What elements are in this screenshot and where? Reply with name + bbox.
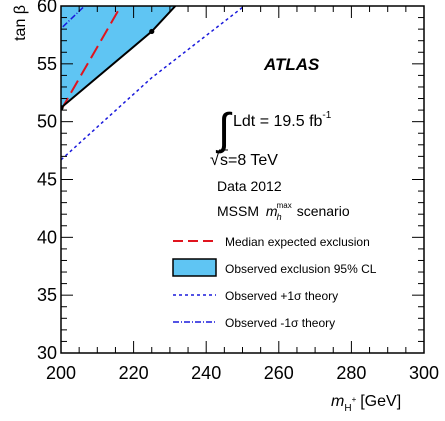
x-axis-label-main: m [331, 393, 344, 410]
series-line-dashed [61, 6, 122, 111]
x-axis-label-sup: + [352, 395, 357, 404]
scenario-sub: h [277, 212, 282, 222]
x-axis-label: mH+ [GeV] [331, 393, 401, 414]
y-tick-label: 30 [37, 343, 57, 363]
x-tick-label: 260 [264, 363, 294, 383]
scenario-sup: max [277, 201, 292, 210]
observed-marker [149, 28, 155, 35]
sqrt-s-text: s=8 TeV [220, 152, 278, 169]
y-tick-label: 50 [37, 112, 57, 132]
y-tick-label: 35 [37, 285, 57, 305]
atlas-label: ATLAS [263, 55, 320, 74]
legend-label: Median expected exclusion [225, 235, 370, 249]
legend-swatch-observed [172, 258, 217, 277]
x-axis-label-sub: H [344, 403, 351, 414]
x-tick-label: 220 [119, 363, 149, 383]
y-tick-label: 40 [37, 227, 57, 247]
y-tick-label: 55 [37, 54, 57, 74]
x-tick-label: 200 [46, 363, 76, 383]
legend: Median expected exclusion Observed exclus… [172, 235, 377, 330]
x-tick-label: 300 [409, 363, 439, 383]
legend-label: Observed -1σ theory [225, 316, 335, 330]
sqrt-sign: √ [210, 150, 220, 169]
sqrt-s-label: √ s=8 TeV [210, 149, 278, 169]
integral-sign: ∫ [215, 105, 233, 154]
legend-label: Observed exclusion 95% CL [225, 262, 377, 276]
y-axis-label: tan β [12, 5, 29, 41]
y-tick-label: 60 [37, 0, 57, 16]
lumi-exponent: -1 [322, 110, 331, 121]
series-line-dashdot [62, 6, 86, 28]
scenario-symbol: m [266, 203, 278, 219]
x-tick-label: 240 [191, 363, 221, 383]
legend-label: Observed +1σ theory [225, 289, 338, 303]
data-label: Data 2012 [217, 178, 282, 194]
y-tick-label: 45 [37, 170, 57, 190]
x-tick-label: 280 [336, 363, 366, 383]
x-axis-label-unit: [GeV] [360, 393, 401, 410]
observed-exclusion-fill [61, 6, 176, 108]
series-line-dotted [61, 6, 245, 161]
scenario-label: MSSM mhmax scenario [217, 201, 350, 222]
lumi-label: Ldt = 19.5 fb-1 [233, 110, 332, 130]
